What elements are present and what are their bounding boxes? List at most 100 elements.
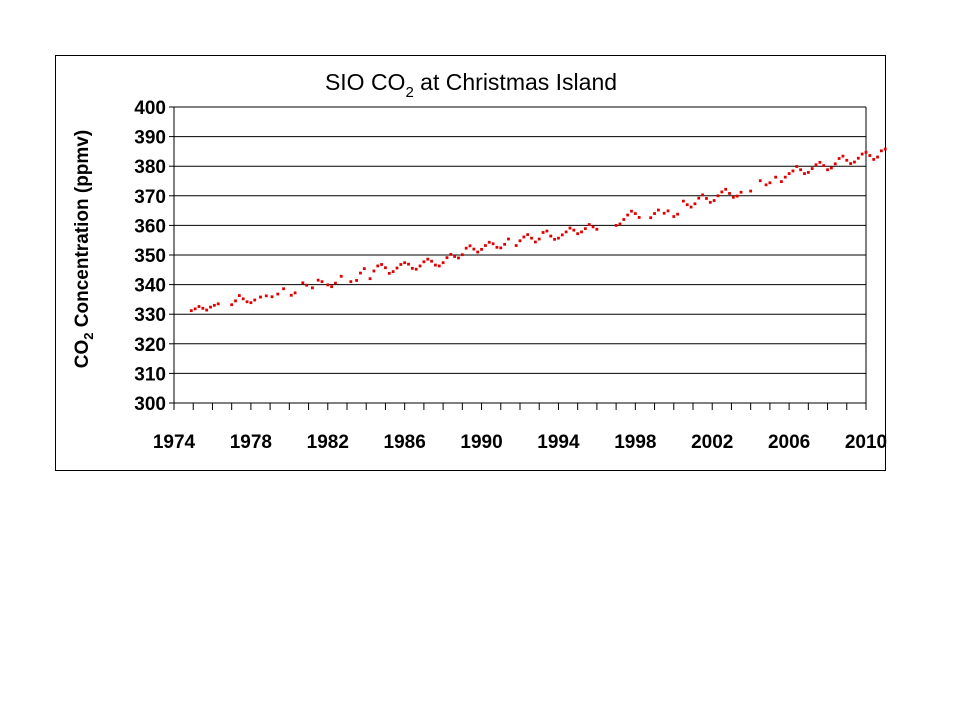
data-point-0-104	[662, 211, 666, 215]
y-tick-label-360: 360	[134, 216, 166, 237]
x-tick-label-1978: 1978	[230, 432, 272, 453]
data-point-0-135	[803, 172, 806, 175]
data-point-0-128	[774, 175, 778, 179]
data-point-0-91	[587, 223, 591, 226]
data-point-0-54	[441, 261, 445, 265]
data-point-0-134	[799, 168, 803, 172]
data-point-0-83	[557, 236, 560, 240]
data-point-0-101	[649, 216, 653, 220]
data-point-0-55	[445, 256, 449, 260]
data-point-0-35	[368, 277, 372, 281]
data-point-0-119	[724, 187, 728, 191]
co2-chart: SIO CO2 at Christmas Island CO2 Concentr…	[72, 69, 887, 453]
x-tick-label-2010: 2010	[845, 432, 887, 453]
data-point-0-125	[758, 179, 762, 183]
data-point-0-69	[499, 246, 503, 250]
data-point-0-131	[787, 172, 791, 175]
data-point-0-120	[728, 192, 731, 195]
chart-title-suffix: at Christmas Island	[414, 69, 617, 95]
data-point-0-32	[355, 279, 359, 282]
data-point-0-146	[845, 158, 849, 162]
data-point-0-72	[514, 244, 518, 247]
axes	[169, 106, 867, 410]
data-point-0-22	[301, 281, 305, 285]
chart-title: SIO CO2 at Christmas Island	[325, 69, 617, 101]
data-point-0-77	[533, 240, 537, 244]
data-point-0-34	[362, 267, 366, 271]
data-point-0-56	[449, 253, 453, 256]
data-point-0-48	[418, 264, 422, 268]
data-point-0-33	[359, 271, 362, 275]
data-point-0-105	[666, 209, 670, 213]
data-point-0-92	[591, 225, 595, 229]
y-tick-label-330: 330	[134, 305, 166, 326]
x-tick-label-2006: 2006	[768, 432, 810, 453]
y-axis-label-main: CO	[72, 340, 93, 369]
data-point-0-13	[249, 301, 253, 305]
data-point-0-70	[503, 242, 507, 246]
data-point-0-127	[768, 181, 772, 185]
data-point-0-3	[201, 306, 205, 310]
data-point-0-89	[580, 230, 583, 234]
data-point-0-24	[311, 286, 314, 290]
data-point-0-42	[395, 266, 399, 270]
x-tick-label-1998: 1998	[614, 432, 656, 453]
data-point-0-43	[399, 263, 403, 266]
data-point-0-53	[437, 264, 441, 268]
y-axis-label-suffix: Concentration (ppmv)	[72, 130, 93, 333]
data-point-0-123	[739, 190, 743, 194]
data-point-0-108	[681, 199, 685, 203]
x-tick-label-1974: 1974	[153, 432, 196, 453]
data-point-0-107	[676, 212, 680, 216]
data-point-0-73	[518, 239, 522, 243]
data-point-0-93	[595, 227, 599, 231]
data-point-0-38	[380, 263, 383, 266]
data-point-0-149	[856, 156, 860, 160]
data-point-0-27	[326, 283, 330, 287]
chart-frame: SIO CO2 at Christmas Island CO2 Concentr…	[55, 55, 887, 471]
data-point-0-61	[468, 244, 472, 248]
data-point-0-110	[689, 205, 693, 209]
x-tick-label-1982: 1982	[307, 432, 349, 453]
data-point-0-144	[837, 157, 841, 160]
y-tick-label-310: 310	[134, 364, 166, 385]
data-point-0-63	[476, 250, 480, 254]
data-point-0-12	[245, 300, 249, 304]
data-point-0-26	[320, 280, 324, 284]
data-point-0-86	[568, 226, 572, 230]
data-point-0-111	[693, 202, 697, 206]
data-point-0-25	[316, 278, 320, 282]
data-point-0-39	[384, 266, 387, 270]
data-point-0-6	[212, 303, 216, 307]
data-point-0-118	[720, 190, 724, 194]
data-point-0-45	[407, 262, 410, 266]
data-point-0-14	[253, 298, 257, 302]
data-point-0-129	[780, 180, 783, 183]
data-point-0-147	[849, 162, 853, 165]
y-tick-label-350: 350	[134, 246, 166, 267]
data-point-0-82	[553, 237, 556, 241]
data-point-0-99	[633, 212, 637, 215]
data-point-0-106	[672, 215, 676, 218]
data-point-0-142	[830, 166, 833, 170]
data-point-0-68	[495, 245, 499, 249]
data-point-0-67	[491, 242, 495, 246]
data-point-0-122	[735, 194, 739, 198]
data-point-0-76	[530, 236, 533, 240]
data-point-0-40	[387, 271, 391, 275]
data-point-0-115	[708, 200, 712, 204]
data-point-0-154	[876, 155, 879, 159]
data-point-0-96	[622, 218, 626, 221]
data-point-0-20	[289, 293, 293, 297]
data-point-0-148	[853, 160, 856, 164]
data-point-0-98	[630, 209, 633, 213]
data-point-0-112	[697, 196, 701, 200]
y-tick-labels: 300 310 320 330 340 350 360 370 380 390 400	[134, 98, 166, 415]
data-point-0-51	[430, 259, 433, 263]
data-point-0-64	[480, 247, 483, 251]
data-point-0-97	[626, 213, 630, 217]
data-point-0-130	[783, 175, 787, 179]
y-tick-label-320: 320	[134, 335, 166, 356]
x-tick-label-1986: 1986	[384, 432, 426, 453]
data-point-0-74	[522, 235, 526, 239]
